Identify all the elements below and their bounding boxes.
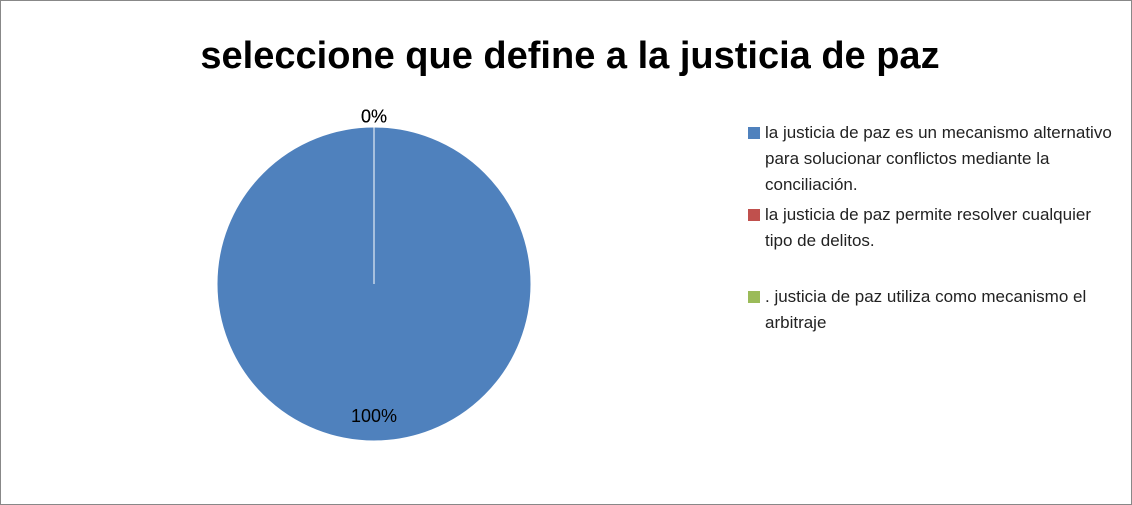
chart-title: seleccione que define a la justicia de p… <box>200 35 939 77</box>
legend-label: . justicia de paz utiliza como mecanismo… <box>765 287 1087 332</box>
legend-label: la justicia de paz es un mecanismo alter… <box>765 123 1112 194</box>
legend: la justicia de paz es un mecanismo alter… <box>748 120 1123 340</box>
legend-item: la justicia de paz permite resolver cual… <box>748 202 1123 254</box>
legend-label: la justicia de paz permite resolver cual… <box>765 205 1091 250</box>
legend-swatch <box>748 127 760 139</box>
legend-item: la justicia de paz es un mecanismo alter… <box>748 120 1123 198</box>
legend-item: . justicia de paz utiliza como mecanismo… <box>748 284 1123 336</box>
legend-swatch <box>748 291 760 303</box>
data-label: 0% <box>361 106 387 126</box>
data-label: 100% <box>351 406 397 426</box>
data-label: 0% <box>361 106 387 126</box>
legend-swatch <box>748 209 760 221</box>
